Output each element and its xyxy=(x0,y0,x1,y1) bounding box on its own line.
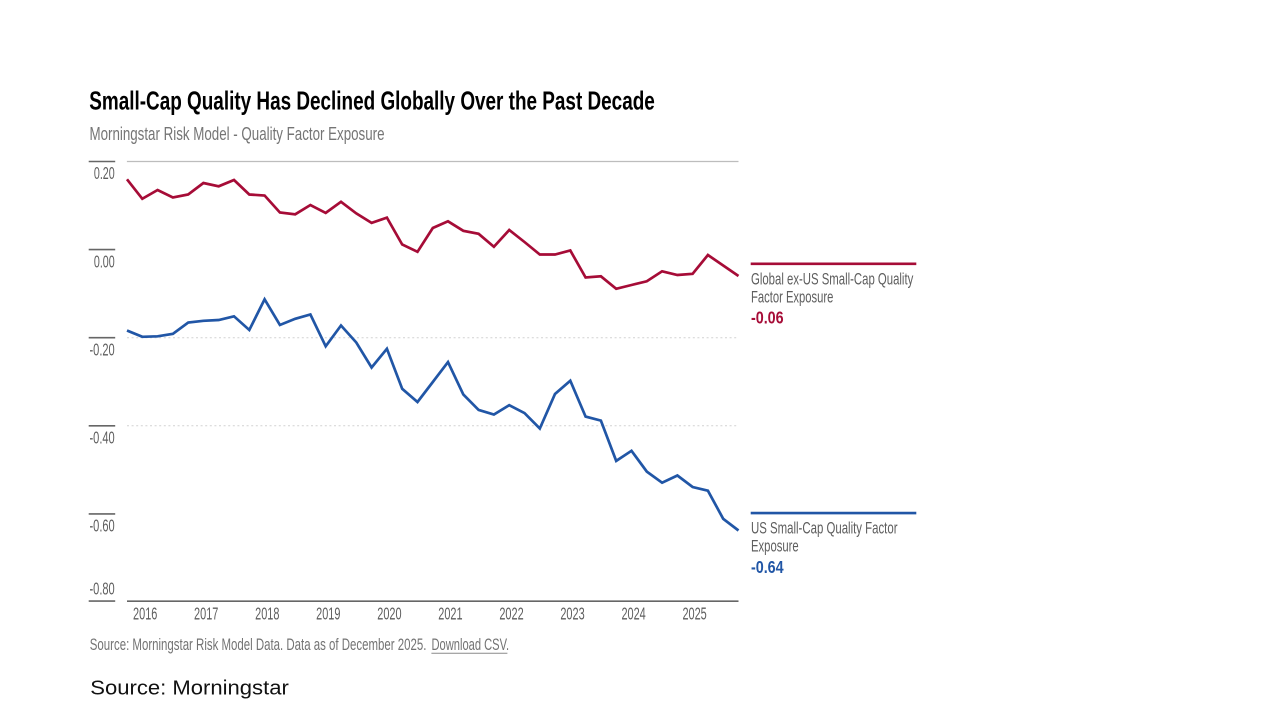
svg-text:2021: 2021 xyxy=(438,603,462,623)
svg-text:Small-Cap Quality Has Declined: Small-Cap Quality Has Declined Globally … xyxy=(89,86,655,116)
svg-text:Source: Morningstar Risk Model: Source: Morningstar Risk Model Data. Dat… xyxy=(90,636,427,654)
svg-text:US Small-Cap Quality Factor: US Small-Cap Quality Factor xyxy=(751,519,898,538)
svg-text:Source: Morningstar: Source: Morningstar xyxy=(90,678,289,700)
svg-text:-0.64: -0.64 xyxy=(751,557,784,577)
svg-text:Factor Exposure: Factor Exposure xyxy=(751,287,833,306)
svg-text:2016: 2016 xyxy=(133,603,157,623)
svg-text:2024: 2024 xyxy=(621,603,645,623)
svg-text:0.00: 0.00 xyxy=(94,251,115,271)
svg-text:-0.60: -0.60 xyxy=(90,516,115,536)
svg-text:-0.20: -0.20 xyxy=(90,339,115,359)
svg-text:Download CSV.: Download CSV. xyxy=(432,636,510,654)
svg-text:Morningstar Risk Model - Quali: Morningstar Risk Model - Quality Factor … xyxy=(90,124,385,144)
svg-text:2020: 2020 xyxy=(377,603,401,623)
svg-text:2025: 2025 xyxy=(682,603,706,623)
svg-text:-0.40: -0.40 xyxy=(90,428,115,448)
svg-text:2023: 2023 xyxy=(560,603,584,623)
svg-text:Exposure: Exposure xyxy=(751,537,799,556)
svg-text:2018: 2018 xyxy=(255,603,279,623)
svg-text:0.20: 0.20 xyxy=(94,163,115,183)
svg-text:Global ex-US Small-Cap Quality: Global ex-US Small-Cap Quality xyxy=(751,269,914,288)
svg-text:-0.80: -0.80 xyxy=(90,579,115,599)
svg-text:2022: 2022 xyxy=(499,603,523,623)
svg-text:2017: 2017 xyxy=(194,603,218,623)
svg-text:2019: 2019 xyxy=(316,603,340,623)
svg-text:-0.06: -0.06 xyxy=(751,308,784,328)
